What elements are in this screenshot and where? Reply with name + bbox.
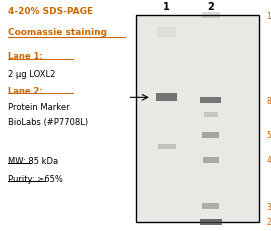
Text: 2: 2 bbox=[208, 2, 214, 12]
Text: 4-20% SDS-PAGE: 4-20% SDS-PAGE bbox=[8, 7, 93, 16]
FancyBboxPatch shape bbox=[157, 144, 176, 150]
FancyBboxPatch shape bbox=[157, 28, 176, 38]
Text: Purity: ≥65%: Purity: ≥65% bbox=[8, 174, 63, 183]
FancyBboxPatch shape bbox=[156, 94, 177, 102]
FancyBboxPatch shape bbox=[202, 203, 220, 210]
Text: 175 kDa: 175 kDa bbox=[267, 12, 271, 21]
Text: Coomassie staining: Coomassie staining bbox=[8, 28, 107, 37]
Text: 1: 1 bbox=[163, 2, 170, 12]
Text: 46 kDa: 46 kDa bbox=[267, 156, 271, 165]
Text: BioLabs (#P7708L): BioLabs (#P7708L) bbox=[8, 118, 88, 127]
Text: 80 kDa: 80 kDa bbox=[267, 96, 271, 105]
FancyBboxPatch shape bbox=[204, 113, 218, 117]
Text: MW: 85 kDa: MW: 85 kDa bbox=[8, 156, 58, 165]
FancyBboxPatch shape bbox=[203, 157, 219, 163]
FancyBboxPatch shape bbox=[200, 219, 222, 225]
Text: 26 kDa: 26 kDa bbox=[267, 217, 271, 226]
FancyBboxPatch shape bbox=[136, 16, 259, 222]
FancyBboxPatch shape bbox=[202, 132, 220, 138]
FancyBboxPatch shape bbox=[201, 97, 221, 104]
Text: Lane 2:: Lane 2: bbox=[8, 87, 43, 96]
Text: Lane 1:: Lane 1: bbox=[8, 52, 43, 61]
FancyBboxPatch shape bbox=[202, 13, 220, 19]
Text: Protein Marker: Protein Marker bbox=[8, 103, 70, 112]
Text: 30 kDa: 30 kDa bbox=[267, 202, 271, 211]
Text: 58 kDa: 58 kDa bbox=[267, 131, 271, 140]
Text: 2 μg LOXL2: 2 μg LOXL2 bbox=[8, 69, 56, 78]
